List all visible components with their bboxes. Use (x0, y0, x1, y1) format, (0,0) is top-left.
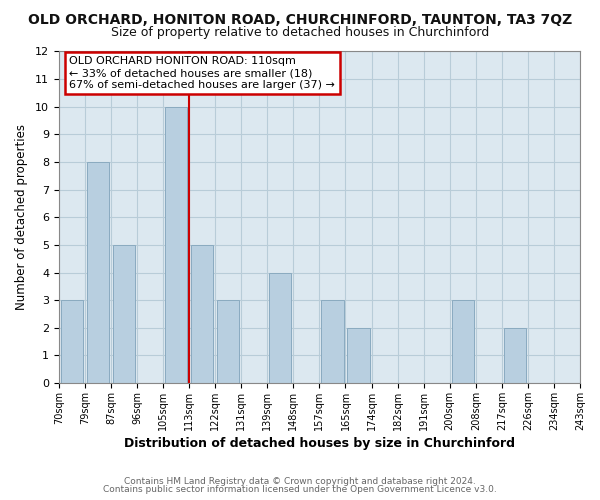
Text: Contains HM Land Registry data © Crown copyright and database right 2024.: Contains HM Land Registry data © Crown c… (124, 477, 476, 486)
X-axis label: Distribution of detached houses by size in Churchinford: Distribution of detached houses by size … (124, 437, 515, 450)
Bar (347, 328, 370, 383)
Text: OLD ORCHARD HONITON ROAD: 110sqm
← 33% of detached houses are smaller (18)
67% o: OLD ORCHARD HONITON ROAD: 110sqm ← 33% o… (69, 56, 335, 90)
Bar (87, 162, 109, 383)
Bar (165, 107, 187, 383)
Bar (217, 300, 239, 383)
Y-axis label: Number of detached properties: Number of detached properties (15, 124, 28, 310)
Bar (322, 300, 344, 383)
Text: OLD ORCHARD, HONITON ROAD, CHURCHINFORD, TAUNTON, TA3 7QZ: OLD ORCHARD, HONITON ROAD, CHURCHINFORD,… (28, 12, 572, 26)
Bar (61, 300, 83, 383)
Bar (504, 328, 526, 383)
Bar (113, 245, 135, 383)
Text: Contains public sector information licensed under the Open Government Licence v3: Contains public sector information licen… (103, 485, 497, 494)
Bar (452, 300, 474, 383)
Text: Size of property relative to detached houses in Churchinford: Size of property relative to detached ho… (111, 26, 489, 39)
Bar (191, 245, 213, 383)
Bar (269, 272, 292, 383)
